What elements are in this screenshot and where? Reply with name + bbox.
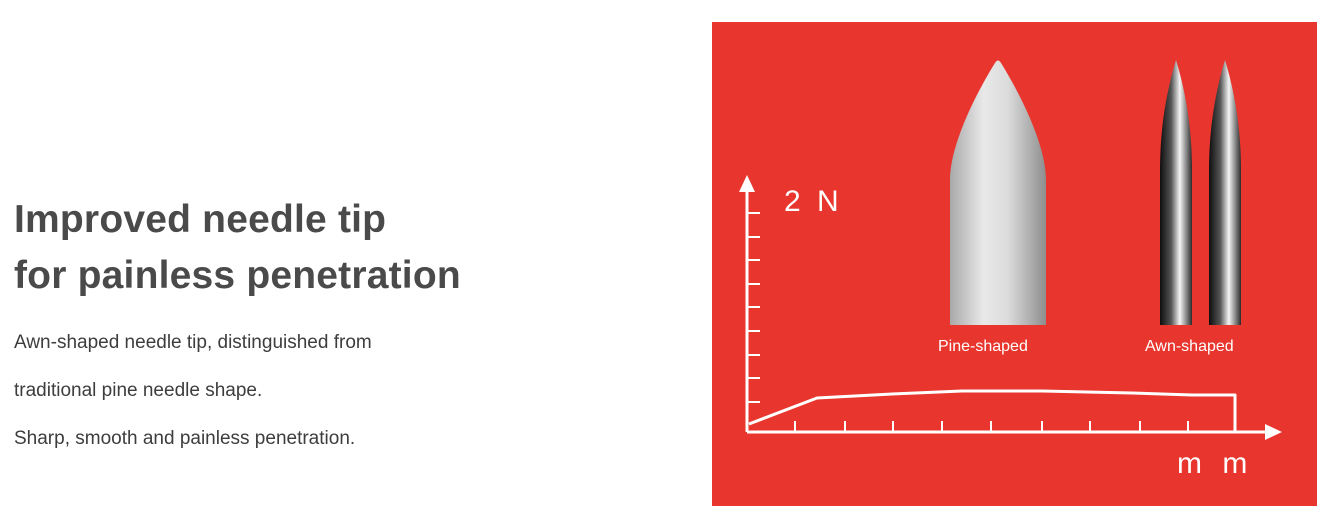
x-axis-unit-label: m m [1177, 447, 1254, 480]
awn-shaped-label: Awn-shaped [1145, 338, 1234, 355]
x-axis [747, 421, 1282, 440]
description-line-1: Awn-shaped needle tip, distinguished fro… [14, 332, 372, 353]
needle-comparison-panel: 2 N m m Pine-shaped Awn-shaped [712, 22, 1317, 506]
force-curve [748, 389, 1237, 432]
feature-headline: Improved needle tip for painless penetra… [14, 192, 654, 304]
y-axis-ticks [747, 212, 760, 403]
awn-needle-icon [1160, 60, 1192, 325]
description-line-3: Sharp, smooth and painless penetration. [14, 428, 356, 449]
awn-needle-icon [1209, 60, 1241, 325]
feature-text-block: Improved needle tip for painless penetra… [14, 192, 654, 476]
headline-line-1: Improved needle tip [14, 198, 387, 241]
pine-needle-icon [950, 60, 1046, 325]
pine-shaped-label: Pine-shaped [938, 338, 1028, 355]
description-line-2: traditional pine needle shape. [14, 380, 263, 401]
headline-line-2: for painless penetration [14, 254, 461, 297]
x-axis-ticks [794, 421, 1189, 432]
feature-description: Awn-shaped needle tip, distinguished fro… [14, 332, 654, 449]
force-diagram [739, 60, 1282, 440]
y-axis [739, 175, 760, 432]
y-axis-unit-label: 2 N [784, 185, 843, 218]
